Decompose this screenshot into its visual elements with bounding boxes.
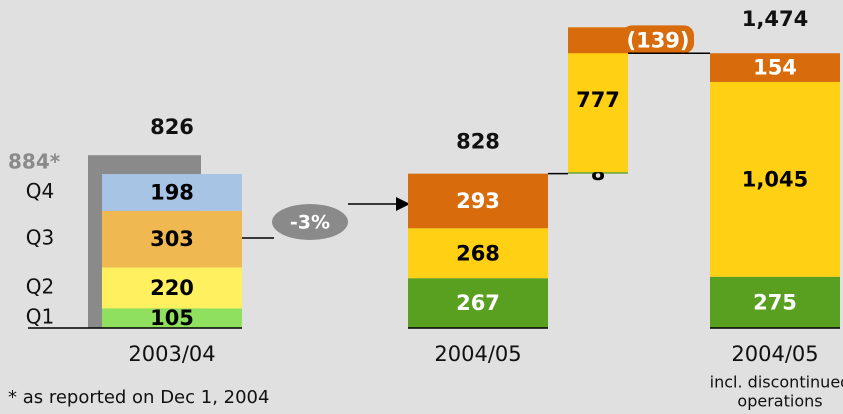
label-box [622,25,694,54]
category-label: 2003/04 [128,342,215,366]
segment [710,276,840,328]
reported-label: 884* [8,150,61,174]
arrow-head [396,197,410,211]
segment [408,173,548,229]
segment [710,53,840,82]
segment-label: 303 [150,227,194,251]
quarter-label: Q2 [26,274,54,298]
segment-label: 220 [150,276,194,300]
segment [568,172,628,174]
segment [102,267,242,309]
segment-label: 275 [753,290,797,314]
segment [408,278,548,328]
category-sublabel: operations [737,392,822,411]
change-label: -3% [290,212,330,234]
footnote: * as reported on Dec 1, 2004 [8,387,269,408]
category-label: 2004/05 [434,342,521,366]
segment [102,210,242,268]
segment [408,228,548,279]
category-sublabel: incl. discontinued [710,373,843,392]
segment-label: 267 [456,291,500,315]
segment-label: 1,045 [742,167,808,191]
segment-label: (139) [626,28,689,52]
change-badge [272,204,348,240]
segment-label: 105 [150,306,194,330]
segment-label: 293 [456,189,500,213]
quarter-label: Q3 [26,226,54,250]
segment [568,27,628,54]
segment-label: 777 [576,88,620,112]
segment [102,174,242,211]
segment-label: 268 [456,241,500,265]
segment [710,81,840,277]
category-label: 2004/05 [731,342,818,366]
segment-label: 154 [753,56,797,80]
quarter-label: Q1 [26,305,54,329]
total-label: 826 [150,115,194,139]
total-label: 1,474 [742,7,808,31]
total-label: 828 [456,130,500,154]
segment [102,308,242,328]
quarter-label: Q4 [26,179,54,203]
segment-label: 198 [150,180,194,204]
